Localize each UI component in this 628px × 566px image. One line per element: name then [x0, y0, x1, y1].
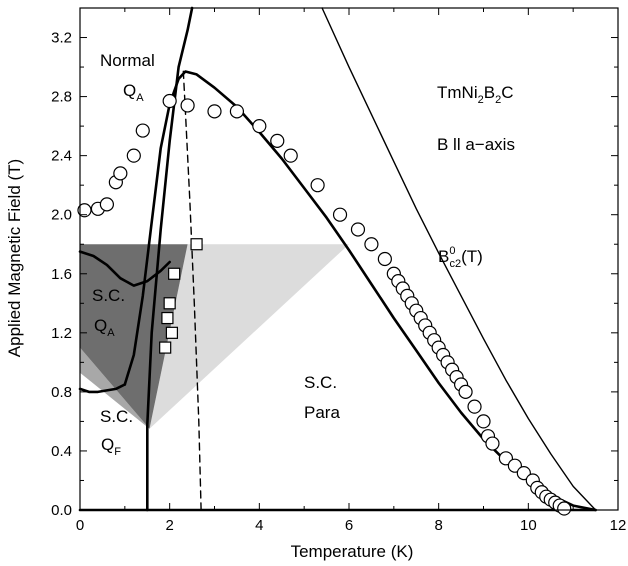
circle-data-point — [77, 203, 92, 218]
thick-line-series-1 — [123, 70, 597, 512]
x-tick-label: 8 — [434, 517, 442, 534]
circle-data-point — [207, 104, 222, 119]
y-tick-label: 3.2 — [51, 30, 72, 47]
shaded-regions — [80, 244, 349, 429]
y-tick-label: 2.8 — [51, 89, 72, 106]
square-data-point — [159, 341, 172, 354]
circle-data-point — [364, 237, 379, 252]
phase-boundary-lines — [78, 6, 597, 512]
thick-line-series-4 — [78, 250, 171, 287]
sc-qf-q-label: QF — [101, 435, 121, 458]
sc-qa-label: S.C. — [92, 286, 125, 305]
circle-data-point — [557, 501, 572, 516]
x-tick-label: 10 — [520, 517, 537, 534]
x-tick-label: 12 — [610, 517, 627, 534]
thick-line-series-3 — [146, 6, 194, 512]
x-tick-label: 6 — [345, 517, 353, 534]
y-tick-label: 2.4 — [51, 148, 72, 165]
circle-data-point — [310, 178, 325, 193]
y-tick-label: 2.0 — [51, 207, 72, 224]
sc-para-label-1: S.C. — [304, 373, 337, 392]
data-markers — [77, 93, 572, 516]
normal-q-label: QA — [123, 81, 144, 104]
square-data-point — [168, 267, 181, 280]
bc2-label: B0 c2(T) — [438, 245, 483, 270]
circle-data-point — [99, 197, 115, 212]
sc-qf-label: S.C. — [100, 407, 133, 426]
y-tick-label: 1.2 — [51, 325, 72, 342]
sc-qa-q-label: QA — [94, 316, 115, 339]
circle-data-point — [283, 148, 298, 163]
square-data-point — [165, 326, 179, 339]
circle-data-point — [135, 123, 150, 138]
x-tick-label: 0 — [76, 517, 84, 534]
circle-data-point — [485, 436, 500, 451]
y-tick-label: 0.8 — [51, 384, 72, 401]
dashed-line-series-5 — [182, 66, 202, 511]
y-tick-label: 0.4 — [51, 443, 72, 460]
dark-shade-region — [80, 244, 188, 429]
y-tick-label: 0.0 — [51, 502, 72, 519]
y-axis-title: Applied Magnetic Field (T) — [5, 159, 24, 357]
thin-line-series-6 — [321, 7, 597, 511]
circle-data-point — [162, 93, 177, 109]
x-tick-label: 2 — [165, 517, 173, 534]
circle-data-point — [377, 251, 392, 267]
y-tick-label: 1.6 — [51, 266, 72, 283]
circle-data-point — [180, 98, 195, 113]
circle-data-point — [458, 384, 473, 399]
light-shade-region — [149, 244, 349, 429]
circle-data-point — [350, 222, 366, 237]
circle-data-point — [126, 148, 141, 163]
circle-data-point — [467, 399, 482, 414]
normal-label: Normal — [100, 51, 155, 70]
circle-data-point — [229, 104, 245, 119]
axis-ticks: 0 2 4 6 8 10 12 0.0 0.4 0.8 1.2 1.6 2.0 2.4 2.8 3.2 — [51, 8, 626, 534]
circle-data-point — [252, 119, 267, 134]
thick-line-series-2 — [78, 383, 127, 394]
circle-data-point — [332, 207, 348, 222]
x-tick-label: 4 — [255, 517, 263, 534]
compound-label: TmNi2B2C — [437, 83, 513, 106]
square-data-point — [163, 297, 176, 310]
circle-data-point — [476, 414, 491, 429]
circle-data-point — [113, 166, 128, 181]
x-axis-title: Temperature (K) — [291, 542, 414, 561]
circle-data-point — [270, 133, 285, 148]
sc-para-label-2: Para — [304, 403, 340, 422]
field-orientation-label: B ll a−axis — [437, 135, 515, 154]
square-data-point — [190, 238, 203, 251]
square-data-point — [161, 311, 174, 325]
